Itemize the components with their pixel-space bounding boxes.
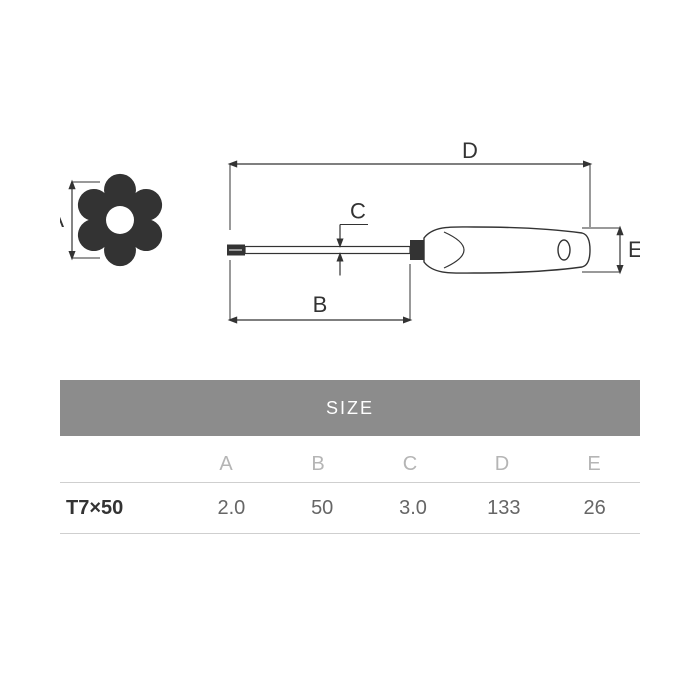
dim-label-E: E <box>628 237 640 262</box>
size-table: SIZE A B C D E T7×50 2.0 50 3.0 133 26 <box>60 380 640 534</box>
diagram-svg: A <box>60 120 640 350</box>
dim-label-B: B <box>313 292 328 317</box>
col-A: A <box>180 453 272 476</box>
val-C: 3.0 <box>368 497 459 520</box>
table-header-text: SIZE <box>326 398 374 419</box>
page: A <box>0 0 700 700</box>
dim-label-A: A <box>60 207 64 232</box>
screwdriver-icon <box>227 227 590 273</box>
table-row: T7×50 2.0 50 3.0 133 26 <box>60 483 640 534</box>
torx-cross-section-icon <box>78 174 162 266</box>
val-D: 133 <box>458 497 549 520</box>
val-E: 26 <box>549 497 640 520</box>
col-D: D <box>456 453 548 476</box>
dim-label-C: C <box>350 199 366 224</box>
technical-diagram: A <box>60 120 640 350</box>
table-header: SIZE <box>60 380 640 436</box>
dim-C: C <box>340 199 368 276</box>
col-B: B <box>272 453 364 476</box>
table-column-headers: A B C D E <box>60 436 640 483</box>
dim-B: B <box>230 260 410 320</box>
dim-D: D <box>230 138 590 230</box>
val-B: 50 <box>277 497 368 520</box>
col-C: C <box>364 453 456 476</box>
col-E: E <box>548 453 640 476</box>
model-cell: T7×50 <box>60 497 186 520</box>
dim-label-D: D <box>462 138 478 163</box>
val-A: 2.0 <box>186 497 277 520</box>
